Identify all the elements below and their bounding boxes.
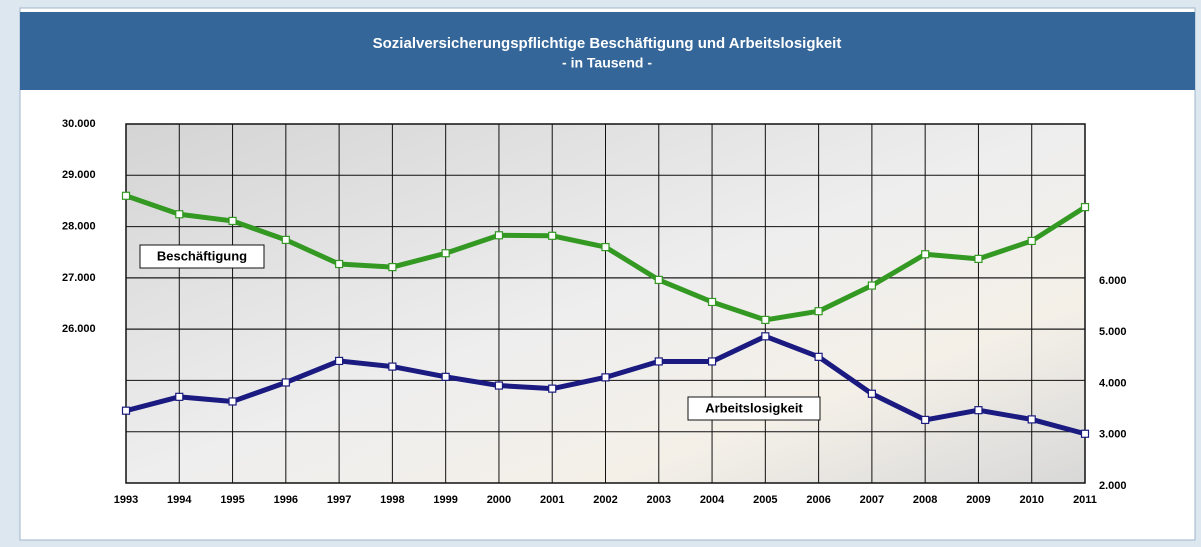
- chart: Sozialversicherungspflichtige Beschäftig…: [0, 0, 1201, 547]
- x-tick-label: 1999: [433, 494, 457, 506]
- x-tick-label: 2005: [753, 494, 777, 506]
- x-tick-label: 2007: [860, 494, 884, 506]
- y-tick-label: 28.000: [62, 220, 96, 232]
- data-point: [389, 363, 396, 370]
- data-point: [602, 244, 609, 251]
- data-point: [709, 358, 716, 365]
- data-point: [762, 316, 769, 323]
- legend-label: Beschäftigung: [157, 248, 247, 263]
- y2-tick-label: 2.000: [1099, 480, 1127, 492]
- page: {"chart_data": {"type": "line", "title":…: [0, 0, 1201, 547]
- y-tick-label: 30.000: [62, 118, 96, 130]
- x-tick-label: 1998: [380, 494, 404, 506]
- data-point: [1082, 430, 1089, 437]
- x-tick-label: 1995: [220, 494, 244, 506]
- legend-label: Arbeitslosigkeit: [705, 400, 803, 415]
- chart-subtitle: - in Tausend -: [562, 55, 652, 71]
- data-point: [709, 298, 716, 305]
- data-point: [922, 251, 929, 258]
- data-point: [176, 211, 183, 218]
- data-point: [762, 333, 769, 340]
- y-tick-label: 29.000: [62, 169, 96, 181]
- data-point: [655, 358, 662, 365]
- x-tick-label: 2002: [593, 494, 617, 506]
- x-tick-label: 2009: [966, 494, 990, 506]
- y2-tick-label: 6.000: [1099, 275, 1127, 287]
- y2-tick-label: 3.000: [1099, 429, 1127, 441]
- data-point: [442, 250, 449, 257]
- data-point: [442, 373, 449, 380]
- x-tick-label: 2004: [700, 494, 725, 506]
- y-tick-label: 27.000: [62, 272, 96, 284]
- data-point: [868, 282, 875, 289]
- x-tick-label: 2011: [1073, 494, 1097, 506]
- data-point: [655, 276, 662, 283]
- data-point: [975, 255, 982, 262]
- y2-tick-label: 4.000: [1099, 377, 1127, 389]
- x-tick-label: 1994: [167, 494, 192, 506]
- data-point: [176, 393, 183, 400]
- data-point: [389, 264, 396, 271]
- data-point: [123, 192, 130, 199]
- y2-tick-label: 5.000: [1099, 326, 1127, 338]
- data-point: [815, 308, 822, 315]
- x-tick-label: 2001: [540, 494, 564, 506]
- x-tick-label: 1997: [327, 494, 351, 506]
- data-point: [282, 236, 289, 243]
- data-point: [282, 379, 289, 386]
- x-tick-label: 2008: [913, 494, 937, 506]
- x-tick-label: 2003: [647, 494, 671, 506]
- x-tick-label: 1993: [114, 494, 138, 506]
- data-point: [815, 353, 822, 360]
- data-point: [336, 357, 343, 364]
- data-point: [549, 385, 556, 392]
- data-point: [495, 382, 502, 389]
- x-tick-label: 2006: [806, 494, 830, 506]
- data-point: [1028, 237, 1035, 244]
- data-point: [229, 217, 236, 224]
- data-point: [549, 232, 556, 239]
- data-point: [975, 407, 982, 414]
- data-point: [229, 398, 236, 405]
- chart-title: Sozialversicherungspflichtige Beschäftig…: [373, 35, 842, 52]
- y-tick-label: 26.000: [62, 323, 96, 335]
- data-point: [1028, 416, 1035, 423]
- x-tick-label: 1996: [274, 494, 298, 506]
- data-point: [602, 374, 609, 381]
- x-tick-label: 2010: [1019, 494, 1043, 506]
- data-point: [922, 416, 929, 423]
- data-point: [495, 232, 502, 239]
- data-point: [123, 407, 130, 414]
- data-point: [868, 390, 875, 397]
- x-tick-label: 2000: [487, 494, 511, 506]
- data-point: [336, 261, 343, 268]
- data-point: [1082, 204, 1089, 211]
